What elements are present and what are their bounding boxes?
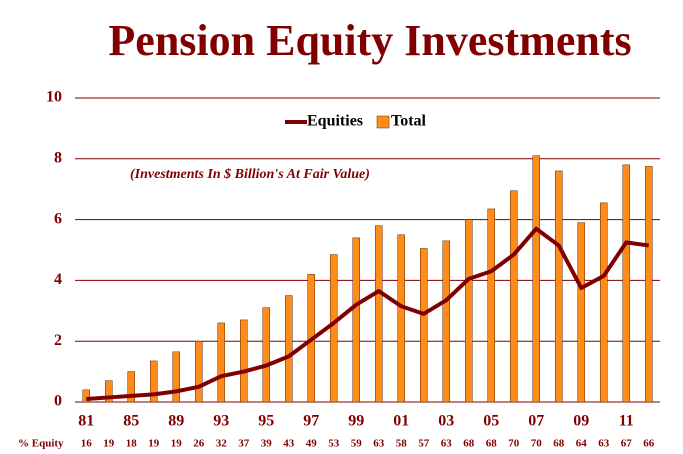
x-tick-label: 95 xyxy=(258,413,274,430)
equity-pct-label: 63 xyxy=(373,438,385,450)
equity-pct-label: 18 xyxy=(126,438,138,450)
bar xyxy=(150,360,158,403)
x-tick-label: 07 xyxy=(528,413,544,430)
equity-pct-label: 66 xyxy=(643,438,655,450)
equity-pct-label: 32 xyxy=(216,438,228,450)
equity-pct-label: 68 xyxy=(553,438,565,450)
equity-pct-label: 68 xyxy=(463,438,475,450)
legend-label: Total xyxy=(391,113,427,130)
equity-pct-label: 58 xyxy=(396,438,408,450)
equity-pct-label: 59 xyxy=(351,438,363,450)
bar xyxy=(105,380,113,403)
y-tick-label: 8 xyxy=(54,149,62,166)
legend-label: Equities xyxy=(307,113,363,130)
line xyxy=(86,226,650,401)
bar xyxy=(532,155,540,403)
y-tick-label: 2 xyxy=(54,332,62,349)
x-tick-label: 09 xyxy=(573,413,589,430)
y-tick-label: 6 xyxy=(54,210,62,227)
bar xyxy=(420,248,428,403)
bar xyxy=(330,254,338,403)
x-tick-label: 89 xyxy=(168,413,184,430)
equity-pct-label: 19 xyxy=(171,438,183,450)
bar xyxy=(577,222,585,403)
x-tick-label: 99 xyxy=(348,413,364,430)
equity-pct-label: 49 xyxy=(306,438,318,450)
equity-pct-label: 67 xyxy=(621,438,633,450)
equity-pct-label: 70 xyxy=(508,438,520,450)
equity-pct-label: 37 xyxy=(238,438,250,450)
bar xyxy=(397,234,405,403)
equity-pct-label: 26 xyxy=(193,438,205,450)
bar xyxy=(82,389,90,403)
bar xyxy=(555,170,563,403)
equity-pct-label: 19 xyxy=(148,438,160,450)
bar xyxy=(510,190,518,403)
bar xyxy=(240,319,248,403)
equity-pct-label: 63 xyxy=(598,438,610,450)
bar xyxy=(465,219,473,403)
equity-pct-label: 19 xyxy=(103,438,115,450)
bar xyxy=(262,307,270,403)
equity-pct-label: 68 xyxy=(486,438,498,450)
chart-title: Pension Equity Investments xyxy=(108,16,631,65)
equity-pct-label: 16 xyxy=(81,438,93,450)
bar xyxy=(285,295,293,403)
bar xyxy=(352,237,360,403)
y-tick-label: 4 xyxy=(54,271,62,288)
x-tick-label: 85 xyxy=(123,413,139,430)
annotation: (Investments In $ Billion's At Fair Valu… xyxy=(130,167,370,182)
x-tick-label: 05 xyxy=(483,413,499,430)
bar xyxy=(600,202,608,403)
equity-pct-label: 57 xyxy=(418,438,430,450)
equity-pct-label: 64 xyxy=(576,438,588,450)
x-tick-label: 93 xyxy=(213,413,229,430)
bar xyxy=(645,166,653,403)
equity-pct-label: 53 xyxy=(328,438,340,450)
x-tick-label: 01 xyxy=(393,413,409,430)
equity-pct-label: 39 xyxy=(261,438,273,450)
x-tick-label: 03 xyxy=(438,413,454,430)
bar xyxy=(442,240,450,403)
bar xyxy=(375,225,383,403)
equity-pct-label: 43 xyxy=(283,438,295,450)
bar xyxy=(217,322,225,403)
bar xyxy=(195,340,203,403)
equity-pct-label: 63 xyxy=(441,438,453,450)
bar xyxy=(487,208,495,403)
y-tick-label: 0 xyxy=(54,393,62,410)
bar xyxy=(622,164,630,403)
x-tick-label: 97 xyxy=(303,413,319,430)
legend-swatch xyxy=(376,115,390,129)
x-tick-label: 11 xyxy=(619,413,634,430)
x-tick-label: 81 xyxy=(78,413,94,430)
y-tick-label: 10 xyxy=(46,89,62,106)
bar xyxy=(127,371,135,403)
equity-row-label: % Equity xyxy=(18,438,64,450)
equity-pct-label: 70 xyxy=(531,438,543,450)
bar xyxy=(172,351,180,403)
